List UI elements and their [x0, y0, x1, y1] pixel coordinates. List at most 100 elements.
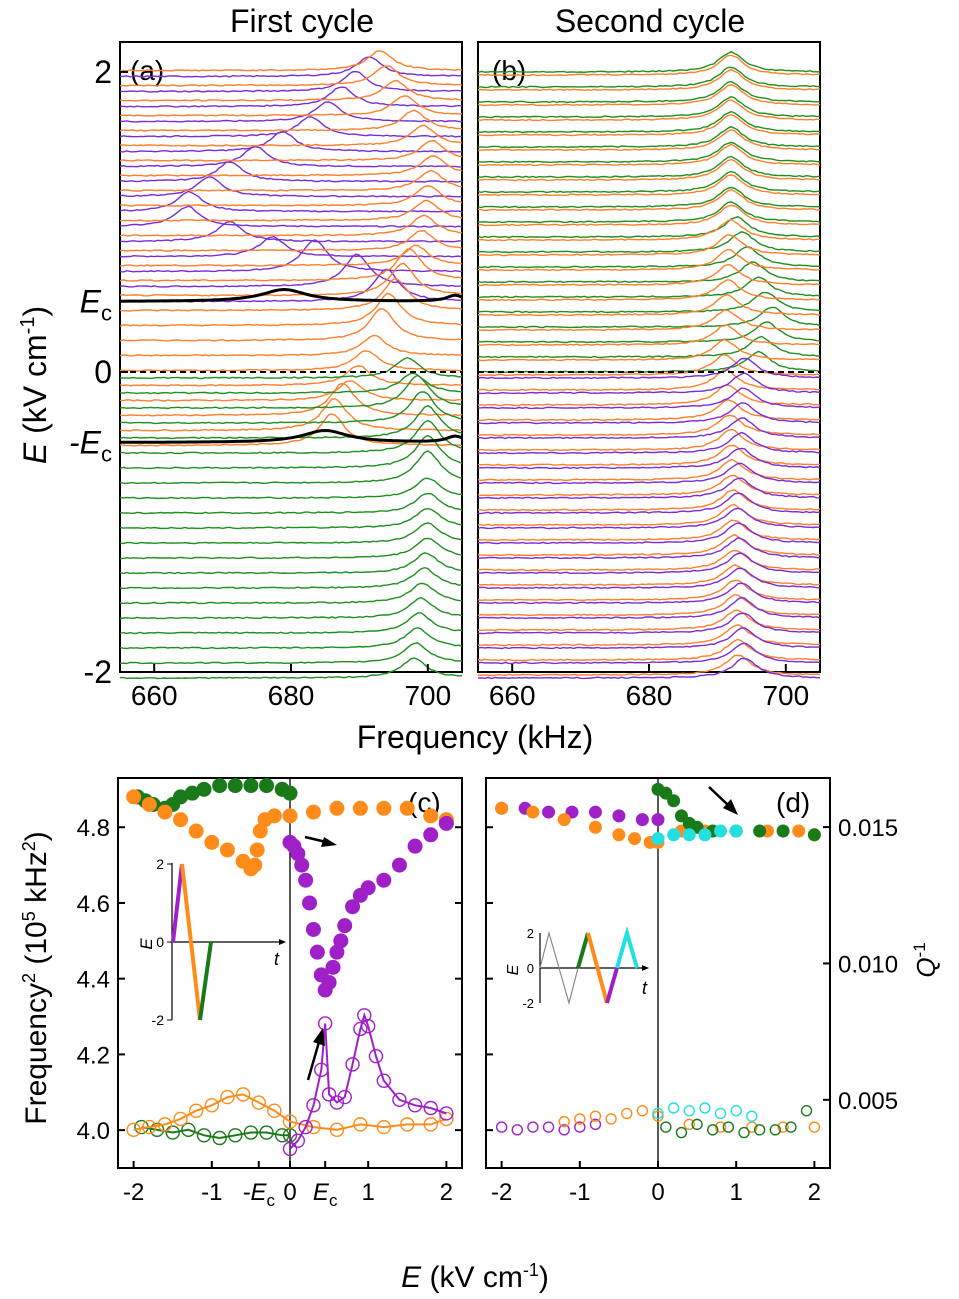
x-tick-label: -1 — [201, 1179, 222, 1206]
q-point — [746, 1110, 758, 1122]
q-point — [423, 1117, 438, 1132]
q-point — [251, 1095, 266, 1110]
q-point — [345, 1057, 360, 1072]
freq-point — [407, 838, 423, 854]
freq-point — [565, 805, 579, 819]
x-tick-label: 680 — [626, 680, 673, 711]
panel-c-inset: 2 0 -2 E t — [137, 856, 286, 1028]
q-point — [392, 1092, 407, 1108]
spectrum-trace — [477, 431, 821, 455]
freq-point — [423, 827, 439, 843]
spectrum-trace — [477, 489, 821, 512]
spectrum-trace — [119, 214, 462, 237]
spectrum-trace — [119, 199, 463, 222]
spectrum-trace — [477, 627, 821, 650]
inset-d-ylabel: E — [505, 964, 522, 975]
q-fit-line — [141, 1126, 290, 1140]
spectrum-trace — [477, 335, 821, 359]
spectrum-trace — [477, 204, 821, 227]
freq-point — [325, 959, 341, 975]
inset-d-purple — [605, 967, 619, 1004]
freq-point — [651, 832, 665, 846]
q-point — [149, 1122, 165, 1138]
q-fit-line — [289, 1012, 447, 1150]
spectrum-trace — [477, 128, 821, 152]
spectrum-trace — [119, 372, 463, 395]
spectrum-trace — [119, 130, 463, 153]
spectrum-trace — [477, 50, 821, 74]
q-point — [165, 1125, 180, 1140]
spectrum-trace — [477, 399, 821, 422]
spectrum-trace — [478, 503, 821, 527]
freq-point — [302, 895, 318, 911]
x-tick-label: -Ec — [242, 1179, 275, 1210]
spectrum-trace — [477, 234, 821, 257]
spectrum-trace — [477, 245, 821, 269]
panel-a-traces — [119, 50, 463, 680]
spectrum-trace — [119, 169, 463, 192]
freq-point — [542, 805, 556, 819]
spectrum-trace — [119, 139, 463, 162]
inset-c-green — [198, 941, 213, 1021]
spectrum-trace — [119, 253, 463, 288]
freq-point — [141, 797, 157, 813]
spectrum-trace — [477, 186, 821, 209]
spectrum-trace — [119, 95, 463, 117]
spectrum-trace — [477, 458, 821, 482]
freq-point — [391, 857, 407, 873]
spectrum-trace — [119, 229, 463, 252]
spectrum-trace — [477, 372, 821, 395]
spectrum-trace — [119, 161, 463, 183]
q-point — [652, 1107, 664, 1120]
q-point — [353, 1021, 368, 1037]
q-point — [439, 1106, 454, 1121]
spectrum-trace — [119, 185, 463, 207]
q-point — [722, 1121, 735, 1133]
freq-point — [298, 872, 314, 888]
freq-point — [659, 786, 673, 800]
x-tick-label: -2 — [123, 1179, 144, 1206]
spectrum-trace — [119, 109, 463, 132]
freq-point — [309, 944, 325, 960]
q-point — [188, 1103, 204, 1118]
q-point — [777, 1121, 789, 1133]
spectrum-trace — [477, 110, 821, 134]
spectrum-trace — [477, 350, 821, 374]
spectrum-trace — [477, 201, 821, 224]
spectrum-trace — [477, 158, 820, 182]
q-point — [298, 1119, 313, 1135]
spectrum-trace — [477, 291, 821, 314]
q-point — [746, 1121, 758, 1133]
spectrum-trace — [477, 579, 821, 602]
freq-point — [714, 824, 728, 838]
spectrum-trace — [477, 324, 821, 347]
q-point — [368, 1048, 384, 1064]
spectrum-trace — [477, 231, 821, 254]
ec-tick-label: Ec — [80, 284, 112, 326]
panel-cd-axes: -2 -1 -Ec 0 Ec 1 2 -2 -1 0 1 2 4.0 4.2 4.4 4.6 4.8 0.005 0… — [77, 815, 898, 1210]
spectrum-trace — [477, 564, 821, 587]
freq-point — [249, 842, 265, 858]
spectrum-trace — [119, 86, 462, 108]
spectrum-trace — [119, 507, 463, 530]
spectrum-trace — [119, 190, 463, 213]
inset-d-ytick-m2: -2 — [522, 996, 534, 1011]
y-tick-label: 2 — [94, 54, 112, 90]
spectrum-trace — [477, 417, 821, 440]
x-tick-label: 660 — [131, 680, 178, 711]
inset-c-ylabel: E — [137, 938, 156, 950]
inset-c-ytick-2: 2 — [156, 856, 164, 872]
spectrum-trace — [477, 125, 821, 149]
q-point — [274, 1128, 290, 1143]
freq-point — [667, 794, 681, 808]
spectrum-trace — [477, 507, 821, 530]
spectrum-trace — [119, 612, 463, 635]
spectrum-trace — [120, 70, 463, 93]
q-point — [738, 1126, 750, 1139]
q-point — [558, 1115, 570, 1128]
y-tick-label: 4.2 — [77, 1042, 110, 1069]
q-point — [282, 1141, 298, 1157]
q-point — [376, 1073, 392, 1088]
freq-point — [588, 820, 602, 834]
coercive-field-trace — [120, 287, 463, 303]
